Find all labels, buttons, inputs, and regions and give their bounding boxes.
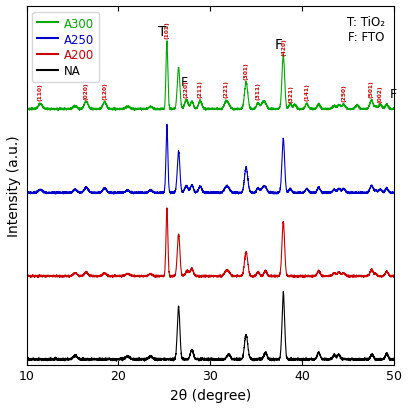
Text: (211): (211) — [198, 80, 203, 97]
Text: (501): (501) — [369, 80, 373, 98]
Text: (101): (101) — [164, 21, 169, 38]
Text: (311): (311) — [256, 82, 261, 100]
Text: (301): (301) — [244, 62, 249, 79]
Text: (250): (250) — [341, 84, 346, 102]
Text: (120): (120) — [102, 82, 107, 99]
Text: (321): (321) — [289, 85, 294, 102]
Text: F: F — [274, 38, 282, 52]
Text: (110): (110) — [38, 83, 43, 101]
Text: T: T — [158, 25, 167, 38]
Text: (220): (220) — [184, 80, 189, 97]
Text: F: F — [389, 88, 397, 101]
Y-axis label: Intensity (a.u.): Intensity (a.u.) — [7, 135, 21, 236]
Text: (141): (141) — [304, 83, 309, 101]
Text: T: TiO₂
F: FTO: T: TiO₂ F: FTO — [347, 16, 385, 44]
X-axis label: 2θ (degree): 2θ (degree) — [170, 388, 251, 402]
Text: (002): (002) — [378, 85, 383, 103]
Text: F: F — [181, 76, 188, 88]
Text: (020): (020) — [84, 82, 89, 99]
Text: (420): (420) — [281, 38, 286, 56]
Text: (221): (221) — [223, 81, 228, 98]
Legend: A300, A250, A200, NA: A300, A250, A200, NA — [32, 13, 99, 83]
